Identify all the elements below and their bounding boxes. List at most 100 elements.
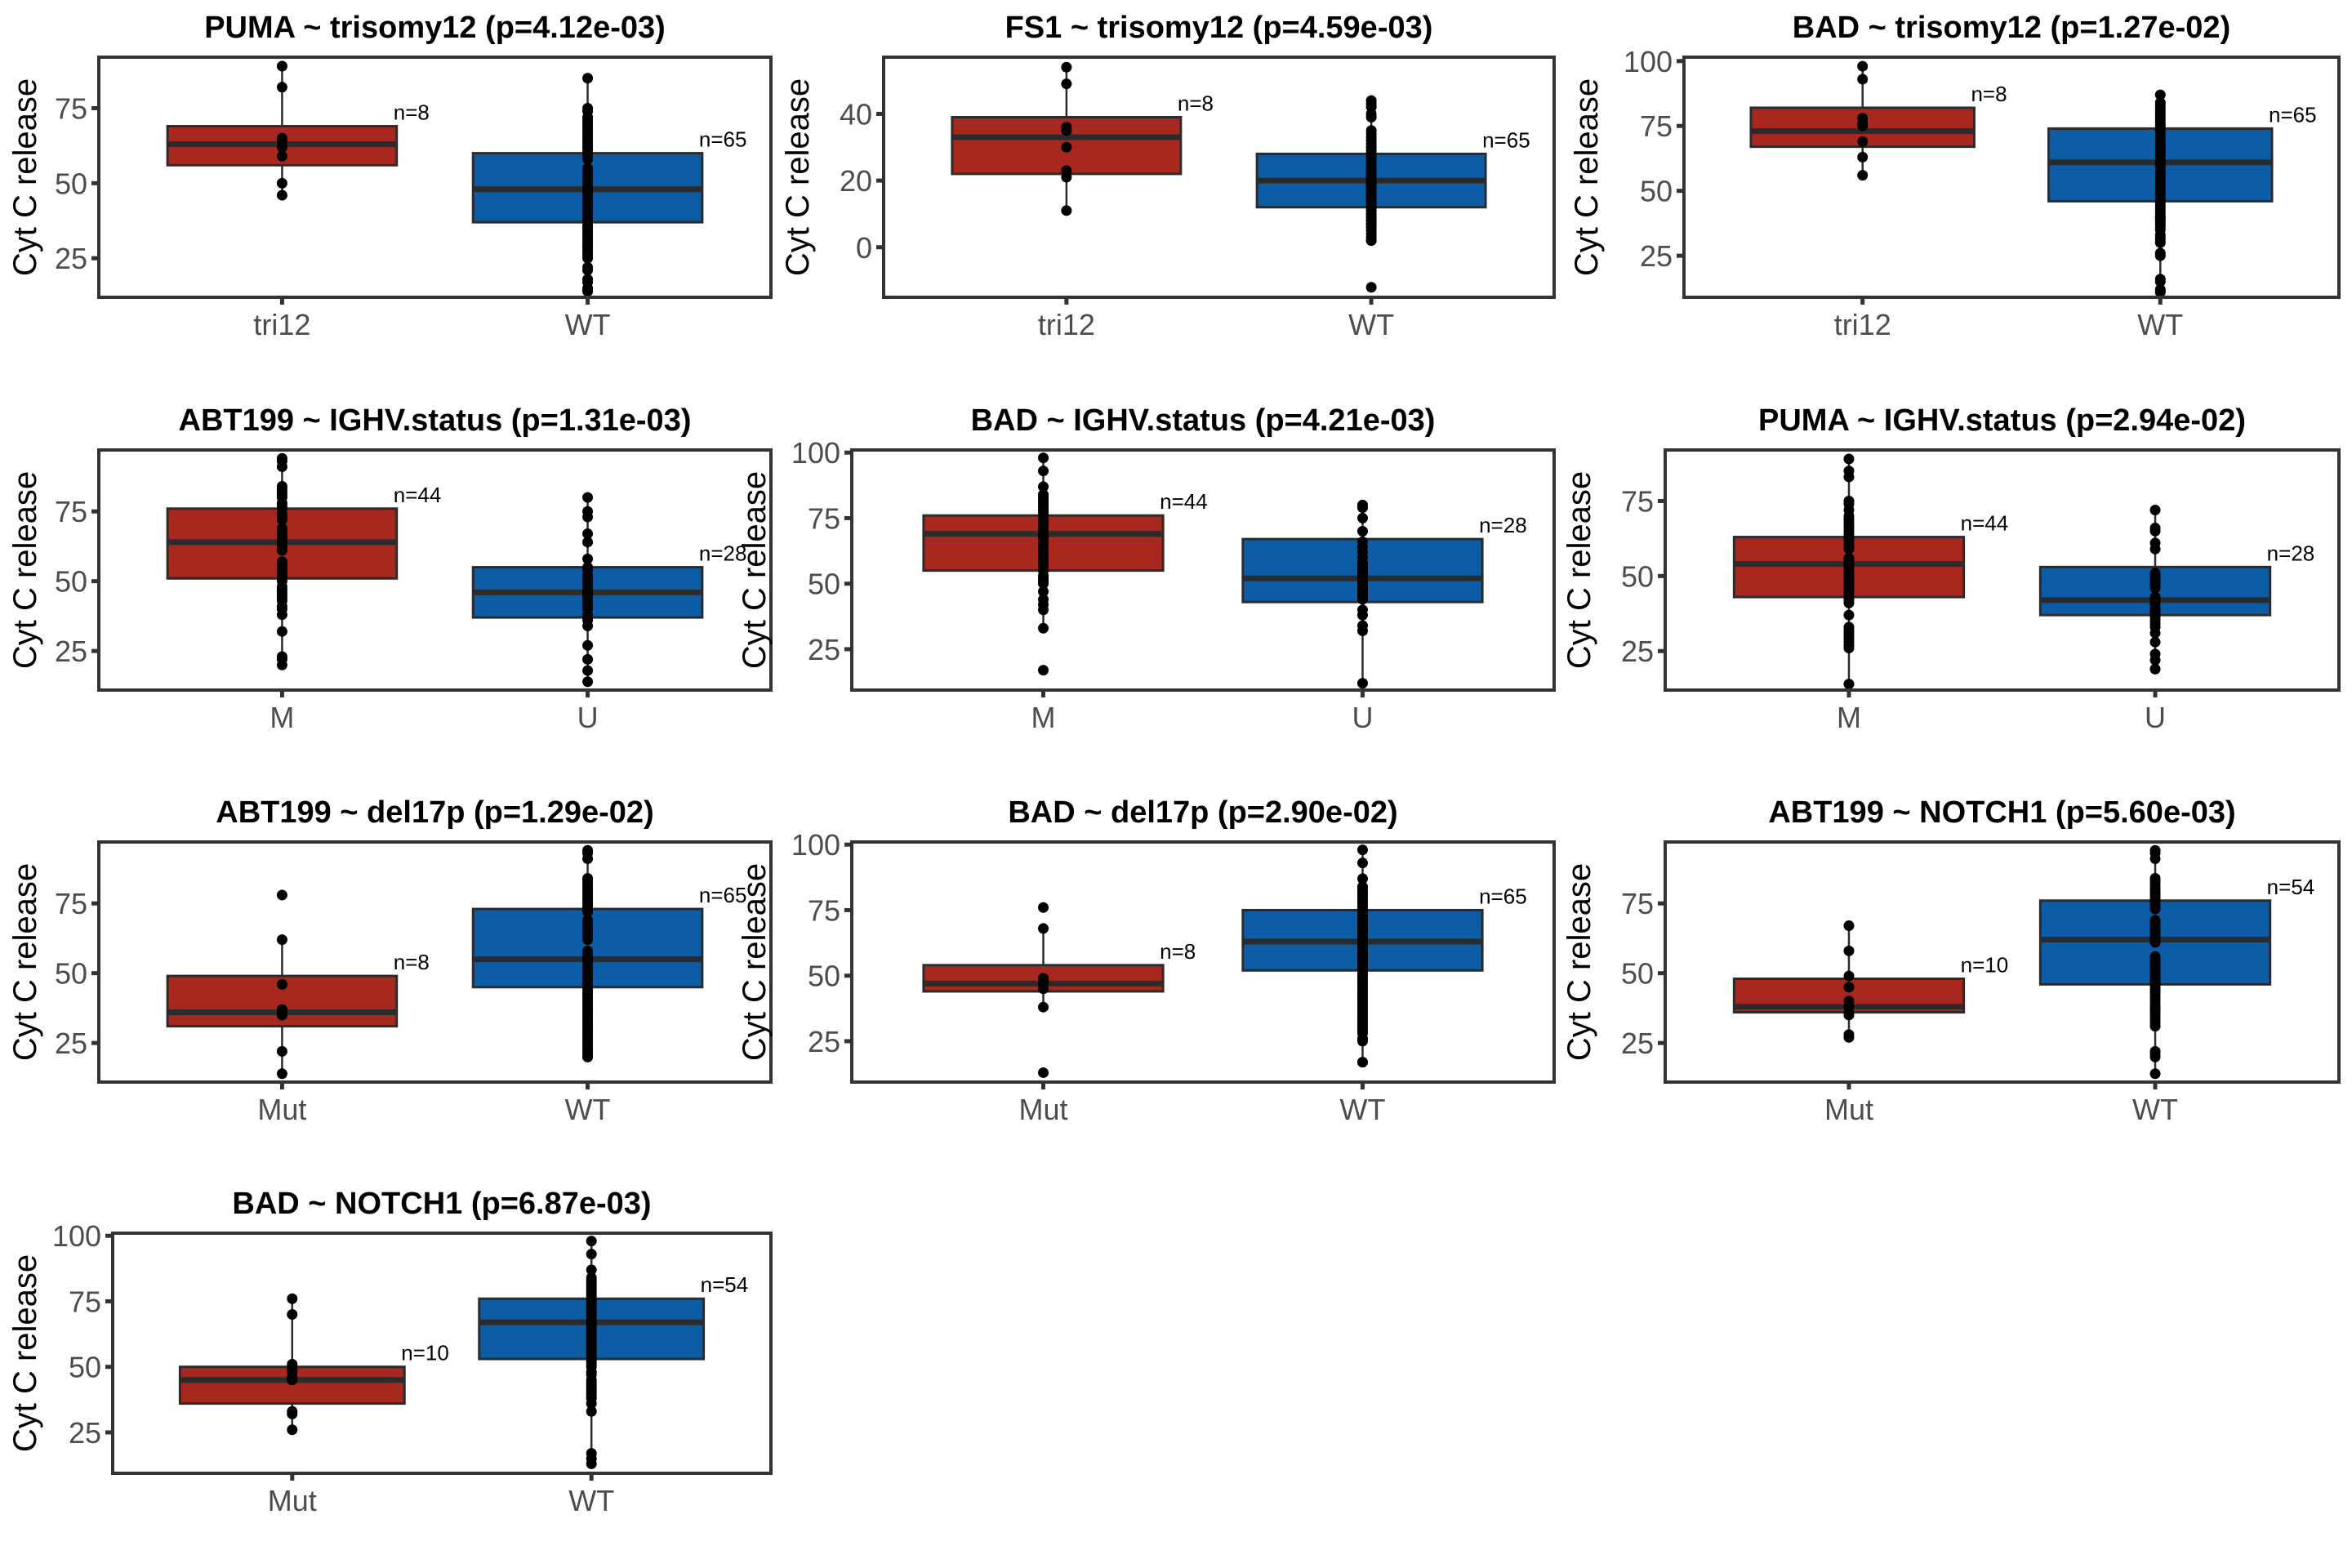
x-tick-label: M [1031, 701, 1056, 734]
data-point [586, 1398, 597, 1410]
data-point [582, 154, 594, 165]
box-group-wt: n=65 [471, 844, 746, 1062]
data-point [1843, 970, 1855, 982]
data-point [276, 82, 287, 93]
data-point [276, 609, 287, 621]
n-label: n=28 [1479, 513, 1527, 537]
box-group-m: n=44 [922, 452, 1208, 676]
data-point [1038, 1001, 1049, 1013]
data-point [586, 1236, 597, 1247]
data-point [1365, 282, 1377, 293]
data-point [276, 626, 287, 637]
data-point [2149, 654, 2161, 666]
plot-border [1664, 448, 2341, 692]
data-point [582, 906, 594, 917]
chart-title: BAD ~ NOTCH1 (p=6.87e-03) [232, 1187, 651, 1221]
y-tick-label: 100 [791, 436, 840, 470]
chart-title: PUMA ~ trisomy12 (p=4.12e-03) [204, 11, 666, 45]
panels: PUMA ~ trisomy12 (p=4.12e-03) Cyt C relea… [7, 11, 2341, 1517]
data-point [2149, 853, 2161, 865]
y-tick-label: 25 [55, 1027, 87, 1060]
data-point [582, 537, 594, 548]
data-point [276, 461, 287, 473]
x-tick-label: Mut [1824, 1093, 1873, 1126]
box-group-mut: n=8 [922, 902, 1196, 1078]
x-tick-label: U [577, 701, 599, 734]
data-point [276, 659, 287, 670]
data-point [1356, 502, 1368, 514]
data-point [276, 934, 287, 946]
data-point [276, 514, 287, 525]
x-tick-label: Mut [1019, 1093, 1068, 1126]
y-axis-label: Cyt C release [1561, 863, 1597, 1061]
n-label: n=28 [699, 541, 747, 566]
chart-panel: BAD ~ del17p (p=2.90e-02) Cyt C release 25… [737, 795, 1556, 1126]
box-group-m: n=44 [166, 452, 442, 670]
n-label: n=65 [1482, 127, 1530, 152]
box-group-wt: n=54 [2038, 844, 2314, 1080]
data-point [1356, 512, 1368, 523]
y-tick-label: 75 [55, 91, 87, 125]
data-point [1038, 604, 1049, 616]
data-point [582, 676, 594, 688]
data-point [2154, 287, 2166, 298]
y-tick-label: 50 [1640, 175, 1673, 208]
y-axis-label: Cyt C release [7, 471, 43, 669]
data-point [2154, 89, 2166, 100]
chart-panel: BAD ~ NOTCH1 (p=6.87e-03) Cyt C release 25… [7, 1187, 773, 1517]
data-point [582, 553, 594, 564]
data-point [287, 1408, 298, 1419]
chart-panel: BAD ~ IGHV.status (p=4.21e-03) Cyt C rele… [737, 403, 1556, 734]
data-point [1038, 902, 1049, 913]
n-label: n=8 [1971, 82, 2007, 106]
x-tick-label: Mut [257, 1093, 306, 1126]
data-point [1857, 136, 1869, 147]
y-axis-label: Cyt C release [7, 78, 43, 276]
n-label: n=65 [1479, 884, 1527, 908]
data-point [582, 286, 594, 297]
data-point [1038, 983, 1049, 995]
data-point [1038, 578, 1049, 590]
data-point [1843, 643, 1855, 654]
chart-title: ABT199 ~ del17p (p=1.29e-02) [216, 795, 653, 830]
x-tick-label: WT [1339, 1093, 1385, 1126]
data-point [1843, 453, 1855, 465]
data-point [2154, 276, 2166, 287]
data-point [276, 1045, 287, 1057]
chart-title: ABT199 ~ IGHV.status (p=1.31e-03) [179, 403, 692, 438]
x-tick-label: WT [565, 308, 611, 341]
y-tick-label: 50 [55, 957, 87, 991]
x-tick-label: M [270, 701, 294, 734]
data-point [1061, 61, 1072, 73]
box-group-u: n=28 [2038, 505, 2315, 675]
y-tick-label: 75 [1621, 484, 1654, 518]
data-point [1857, 60, 1869, 72]
data-point [582, 620, 594, 631]
chart-title: BAD ~ del17p (p=2.90e-02) [1008, 795, 1397, 830]
plot-border [97, 840, 773, 1084]
x-tick-label: WT [568, 1484, 614, 1517]
data-point [1843, 945, 1855, 956]
data-point [287, 1293, 298, 1304]
data-point [2154, 237, 2166, 248]
y-tick-label: 20 [840, 164, 872, 198]
y-tick-label: 100 [791, 828, 840, 862]
y-tick-label: 25 [808, 633, 840, 666]
y-tick-label: 25 [808, 1025, 840, 1058]
n-label: n=44 [394, 483, 442, 507]
data-point [582, 665, 594, 676]
chart-panel: ABT199 ~ IGHV.status (p=1.31e-03) Cyt C r… [7, 403, 773, 734]
data-point [1356, 625, 1368, 636]
data-point [1061, 125, 1072, 136]
data-point [586, 1458, 597, 1469]
x-tick-label: M [1837, 701, 1861, 734]
data-point [276, 889, 287, 901]
n-label: n=28 [2267, 541, 2315, 565]
y-tick-label: 25 [1621, 635, 1654, 668]
data-point [1356, 1036, 1368, 1047]
plot-border [1682, 56, 2341, 299]
y-tick-label: 50 [55, 167, 87, 200]
data-point [582, 73, 594, 84]
data-point [276, 1009, 287, 1021]
